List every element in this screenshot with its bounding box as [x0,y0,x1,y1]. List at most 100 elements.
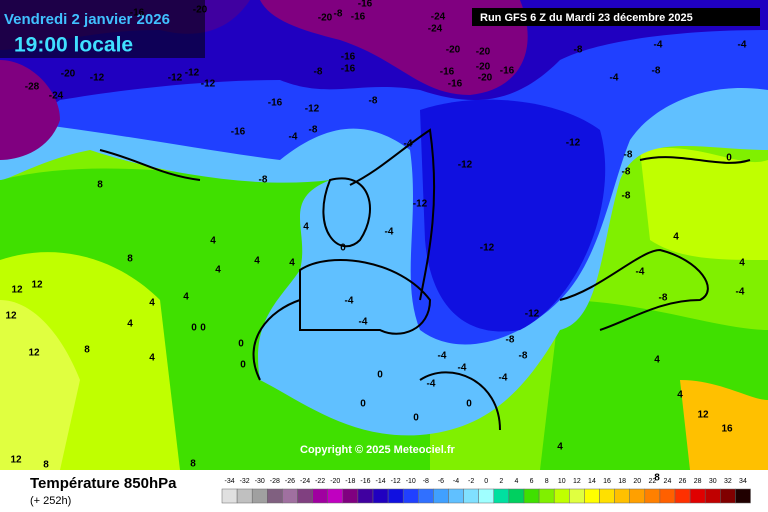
isotherm-label: 0 [340,243,346,254]
scale-swatch [629,488,646,504]
isotherm-label: -24 [431,12,446,23]
scale-swatch [357,488,374,504]
isotherm-label: -4 [499,373,508,384]
scale-swatch [644,488,661,504]
scale-label: 0 [484,478,488,485]
scale-label: -32 [240,478,250,485]
isotherm-label: -4 [385,227,394,238]
scale-label: -24 [300,478,310,485]
isotherm-label: -4 [404,139,413,150]
scale-swatch [584,488,600,504]
isotherm-label: 12 [31,280,43,291]
isotherm-label: -8 [624,150,633,161]
isotherm-label: -16 [231,127,246,138]
isotherm-label: 4 [557,442,563,453]
scale-swatch [720,488,736,504]
scale-label: -8 [423,478,429,485]
isotherm-label: 8 [43,460,49,471]
isotherm-label: -8 [314,67,323,78]
isotherm-label: -4 [738,40,747,51]
isotherm-label: 8 [97,180,103,191]
scale-swatch [493,488,510,504]
isotherm-label: -16 [440,67,455,78]
scale-swatch [689,488,706,504]
scale-swatch [704,488,721,504]
footer-lead: (+ 252h) [30,495,71,507]
isotherm-label: -4 [289,132,298,143]
scale-label: -34 [224,478,234,485]
isotherm-label: -4 [636,267,645,278]
isotherm-label: -16 [500,66,515,77]
isotherm-label: -12 [305,104,320,115]
scale-swatch [614,488,630,504]
isotherm-label: 4 [739,258,745,269]
run-box [472,8,760,26]
isotherm-label: 4 [210,236,216,247]
scale-label: 6 [530,478,534,485]
scale-label: -20 [330,478,340,485]
header-box [0,0,205,58]
isotherm-label: 4 [215,265,221,276]
isotherm-label: -28 [25,82,40,93]
isotherm-label: -16 [448,79,463,90]
isotherm-label: 4 [673,232,679,243]
isotherm-label: 0 [413,413,419,424]
scale-label: 18 [618,478,626,485]
scale-label: -16 [360,478,370,485]
scale-swatch [221,488,238,504]
scale-swatch [508,488,525,504]
scale-label: 32 [724,478,732,485]
isotherm-label: -8 [519,351,528,362]
isotherm-label: 4 [149,353,155,364]
scale-label: 20 [633,478,641,485]
scale-swatch [569,488,585,504]
scale-label: 34 [739,478,747,485]
scale-label: 30 [709,478,717,485]
isotherm-label: -8 [369,96,378,107]
scale-swatch [553,488,570,504]
isotherm-label: -8 [622,191,631,202]
isotherm-label: -24 [428,24,443,35]
isotherm-label: 4 [303,222,309,233]
isotherm-label: -4 [610,73,619,84]
scale-label: 2 [499,478,503,485]
scale-label: -12 [391,478,401,485]
isotherm-label: -8 [334,9,343,20]
scale-swatch [433,488,449,504]
isotherm-label: -16 [351,12,366,23]
isotherm-label: -24 [49,91,64,102]
temperature-zone [420,99,606,332]
isotherm-label: -12 [480,243,495,254]
scale-label: -2 [468,478,474,485]
scale-swatch [312,488,328,504]
isotherm-label: -12 [413,199,428,210]
scale-swatch [478,488,495,504]
scale-label: 26 [679,478,687,485]
scale-label: -10 [406,478,416,485]
temperature-zone [0,300,80,470]
isotherm-label: -4 [359,317,368,328]
isotherm-label: -12 [201,79,216,90]
footer-title: Température 850hPa [30,475,177,492]
scale-label: 16 [603,478,611,485]
isotherm-label: 12 [11,285,23,296]
isotherm-label: -16 [341,52,356,63]
isotherm-label: 4 [677,390,683,401]
isotherm-label: -4 [736,287,745,298]
scale-swatch [251,488,268,504]
isotherm-label: 0 [377,370,383,381]
scale-swatch [599,488,615,504]
date-label: Vendredi 2 janvier 2026 [4,11,170,28]
isotherm-label: 8 [654,473,660,484]
scale-swatch [735,488,751,504]
isotherm-label: -12 [458,160,473,171]
isotherm-label: -16 [358,0,373,10]
time-label: 19:00 locale [14,34,133,57]
scale-label: 12 [573,478,581,485]
scale-swatch [418,488,434,504]
scale-swatch [387,488,404,504]
isotherm-label: -16 [130,8,145,19]
isotherm-label: 0 [240,360,246,371]
scale-swatch [372,488,389,504]
